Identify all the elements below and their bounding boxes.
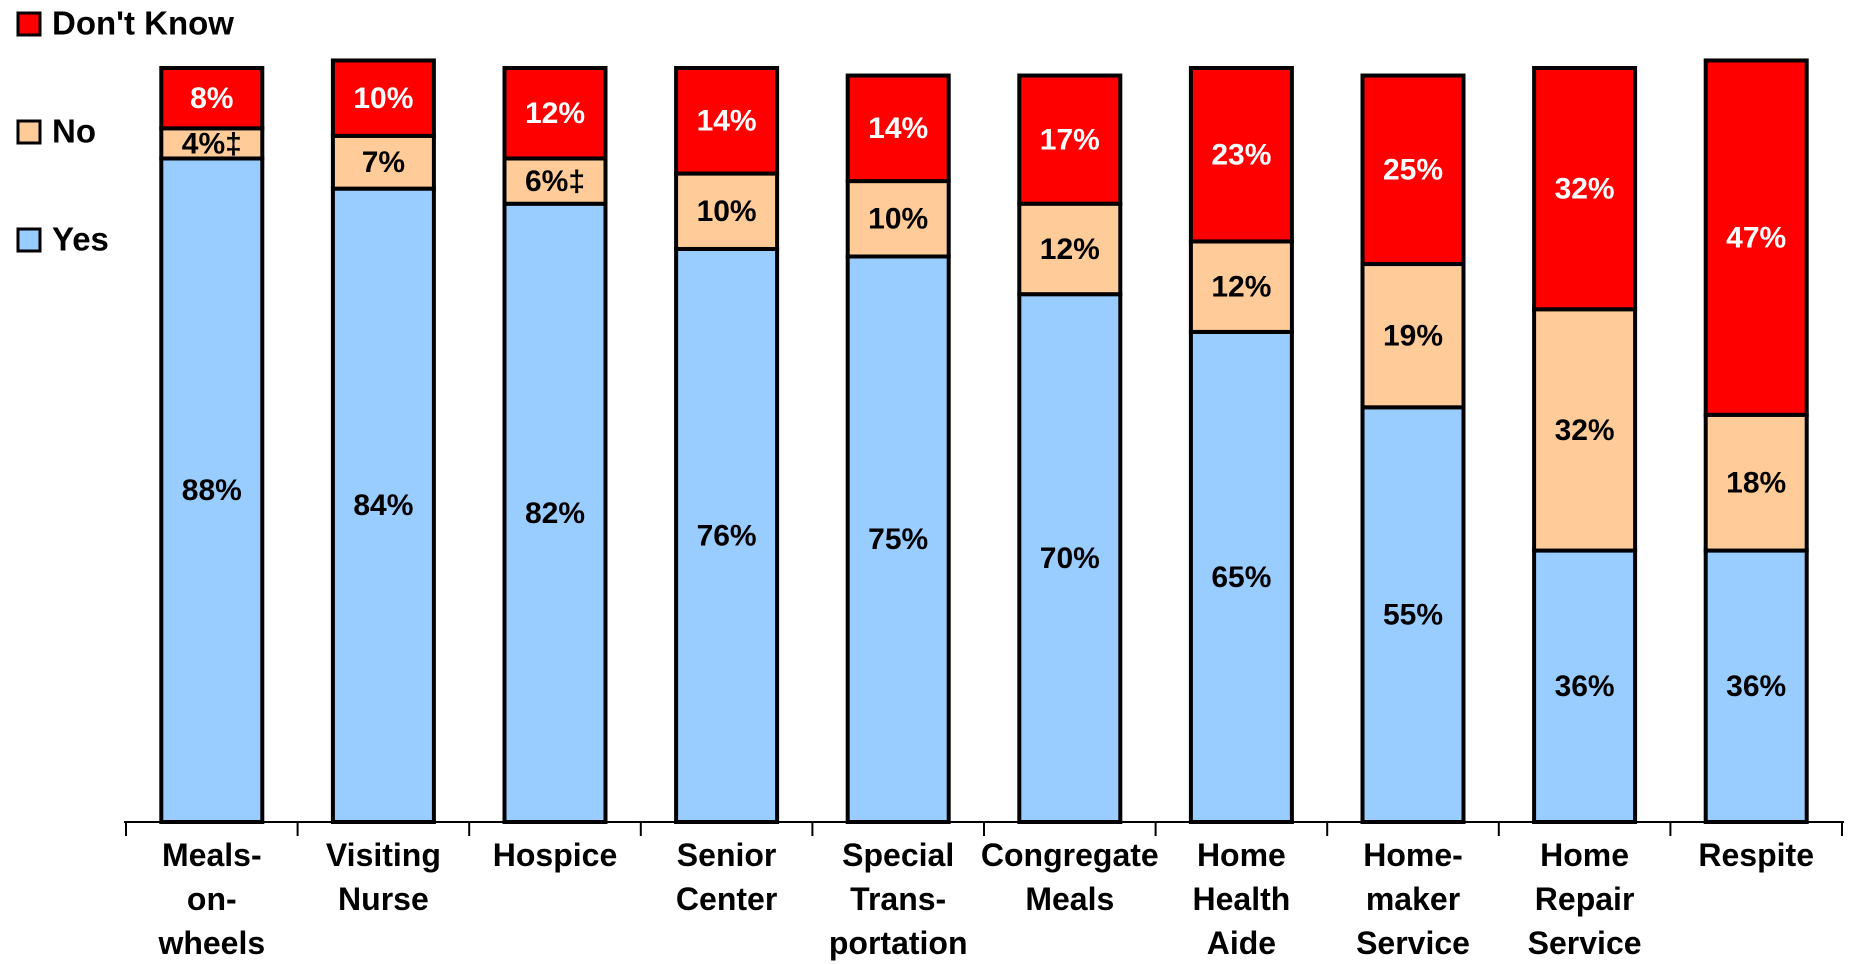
x-tick-label-line: Home xyxy=(1197,837,1286,873)
data-label: 55% xyxy=(1383,599,1443,632)
data-label: 65% xyxy=(1211,561,1271,594)
data-label: 14% xyxy=(868,112,928,145)
bar-segment xyxy=(502,201,608,825)
bar-segment xyxy=(1017,73,1123,206)
bar-segment xyxy=(1703,548,1809,824)
data-label: 88% xyxy=(182,474,242,507)
data-label: 12% xyxy=(525,97,585,130)
bar-segment xyxy=(330,58,436,138)
bar-segment xyxy=(674,66,780,176)
bar-segment xyxy=(845,73,951,184)
bar-segment xyxy=(1703,58,1809,417)
data-label: 84% xyxy=(353,489,413,522)
bar-segment xyxy=(502,66,608,161)
data-label: 47% xyxy=(1726,222,1786,255)
x-tick-label: Special Trans-portation xyxy=(829,837,968,961)
bar-segment xyxy=(674,171,780,251)
x-tick-label-line: Center xyxy=(676,881,777,917)
x-tick-label-line: Visiting xyxy=(326,837,441,873)
data-label: 12% xyxy=(1040,233,1100,266)
x-tick-label: Hospice xyxy=(493,837,617,873)
x-tick-label-line: wheels xyxy=(157,925,265,961)
x-tick-label-line: Service xyxy=(1356,925,1470,961)
data-label: 36% xyxy=(1555,670,1615,703)
data-label: 36% xyxy=(1726,670,1786,703)
data-label: 6%‡ xyxy=(525,165,585,198)
x-tick-label-line: Repair xyxy=(1535,881,1635,917)
data-label: 82% xyxy=(525,497,585,530)
data-label: 32% xyxy=(1555,414,1615,447)
x-tick-label: Home Repair Service xyxy=(1528,837,1642,961)
x-tick-label: Visiting Nurse xyxy=(326,837,441,917)
x-tick-label-line: Home xyxy=(1540,837,1629,873)
data-label: 8% xyxy=(190,82,233,115)
bar-segment xyxy=(330,133,436,191)
data-label: 23% xyxy=(1211,139,1271,172)
x-tick-label-line: Home- xyxy=(1363,837,1463,873)
data-label: 10% xyxy=(868,203,928,236)
x-tick-label-line: Meals xyxy=(1025,881,1114,917)
data-label: 75% xyxy=(868,523,928,556)
x-tick-label-line: Meals- xyxy=(162,837,262,873)
x-tick-label-line: Nurse xyxy=(338,881,429,917)
data-label: 7% xyxy=(362,146,405,179)
data-label: 32% xyxy=(1555,173,1615,206)
data-label: 12% xyxy=(1211,271,1271,304)
x-tick-label-line: Trans- xyxy=(850,881,946,917)
data-label: 10% xyxy=(697,195,757,228)
x-tick-label-line: Senior xyxy=(677,837,777,873)
bar-segment xyxy=(1360,262,1466,410)
bar-segment xyxy=(1017,201,1123,297)
legend-label: Yes xyxy=(52,221,109,258)
bar-segment xyxy=(674,246,780,824)
x-tick-label-line: Health xyxy=(1193,881,1291,917)
x-tick-label-line: Aide xyxy=(1207,925,1276,961)
x-tick-label: Home Health Aide xyxy=(1193,837,1291,961)
bar-segment xyxy=(1360,73,1466,267)
bar-segment xyxy=(1360,405,1466,824)
x-tick-label: Home-maker Service xyxy=(1356,837,1470,961)
bar-segment xyxy=(159,66,265,131)
x-tick-label-line: Respite xyxy=(1698,837,1814,873)
bar-segment xyxy=(1017,292,1123,824)
bar-segment xyxy=(1532,307,1638,553)
data-label: 25% xyxy=(1383,154,1443,187)
data-label: 18% xyxy=(1726,467,1786,500)
legend-swatch xyxy=(16,119,42,145)
x-tick-label-line: Service xyxy=(1528,925,1642,961)
bar-segment xyxy=(1188,329,1294,824)
bar-segment xyxy=(1532,548,1638,824)
data-label: 17% xyxy=(1040,124,1100,157)
x-tick-label: Respite xyxy=(1698,837,1814,873)
x-tick-label: Congregate Meals xyxy=(981,837,1159,917)
bar-segment xyxy=(845,179,951,259)
bar-segment xyxy=(502,156,608,206)
legend-label: Don't Know xyxy=(52,5,234,42)
bar-segment xyxy=(159,156,265,825)
data-label: 76% xyxy=(697,519,757,552)
data-label: 70% xyxy=(1040,542,1100,575)
x-tick-label-line: on- xyxy=(187,881,237,917)
x-tick-label-line: Special xyxy=(842,837,954,873)
x-tick-label-line: Congregate xyxy=(981,837,1159,873)
data-label: 10% xyxy=(353,82,413,115)
data-label: 19% xyxy=(1383,320,1443,353)
bar-segment xyxy=(845,254,951,824)
legend-label: No xyxy=(52,113,96,150)
bar-segment xyxy=(1703,412,1809,553)
x-tick-label-line: portation xyxy=(829,925,968,961)
data-label: 14% xyxy=(697,105,757,138)
legend-swatch xyxy=(16,11,42,37)
x-tick-label: Senior Center xyxy=(676,837,777,917)
x-tick-label-line: maker xyxy=(1366,881,1460,917)
bar-segment xyxy=(1188,66,1294,244)
bar-segment xyxy=(1532,66,1638,312)
data-label: 4%‡ xyxy=(182,127,242,160)
x-tick-label-line: Hospice xyxy=(493,837,617,873)
x-tick-label: Meals-on-wheels xyxy=(157,837,265,961)
legend-swatch xyxy=(16,227,42,253)
